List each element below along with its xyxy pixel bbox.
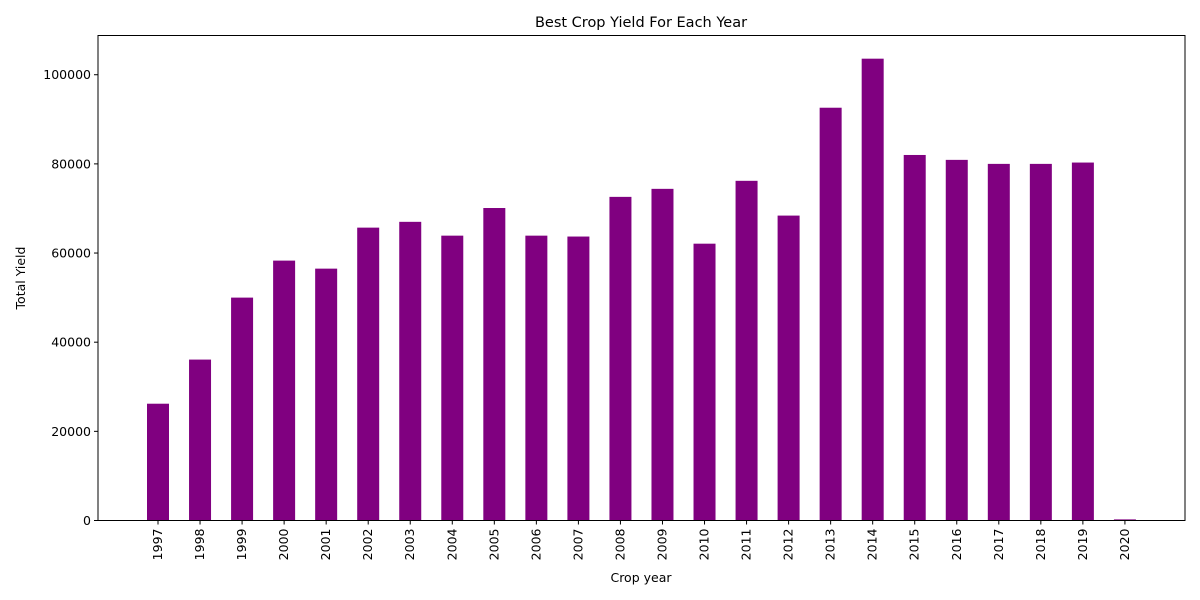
bars-group xyxy=(147,58,1136,521)
x-tick-label: 2016 xyxy=(949,528,964,560)
x-tick-label: 2000 xyxy=(276,528,291,560)
x-tick-label: 2009 xyxy=(654,528,669,560)
x-tick-label: 2019 xyxy=(1075,528,1090,560)
x-tick-label: 2018 xyxy=(1033,528,1048,560)
bar-2016 xyxy=(945,159,968,521)
x-tick-label: 1999 xyxy=(234,528,249,560)
x-tick-label: 2013 xyxy=(823,529,838,561)
x-tick-label: 2007 xyxy=(570,529,585,561)
bar-2001 xyxy=(315,268,338,521)
bar-2006 xyxy=(525,235,548,521)
x-tick-label: 2006 xyxy=(528,528,543,560)
bar-2019 xyxy=(1071,162,1094,521)
y-tick-label: 40000 xyxy=(51,335,91,350)
x-axis-label: Crop year xyxy=(610,570,672,585)
x-tick-label: 2005 xyxy=(486,529,501,561)
y-tick-label: 100000 xyxy=(43,67,91,82)
bar-2004 xyxy=(441,235,464,521)
x-tick-label: 2001 xyxy=(318,529,333,561)
x-tick-label: 2014 xyxy=(865,528,880,560)
x-tick-label: 2003 xyxy=(402,529,417,561)
chart-title: Best Crop Yield For Each Year xyxy=(535,15,747,31)
bar-2017 xyxy=(987,163,1010,521)
bar-2015 xyxy=(903,154,926,521)
bar-2010 xyxy=(693,243,716,521)
y-tick-label: 20000 xyxy=(51,424,91,439)
x-tick-label: 2012 xyxy=(781,529,796,561)
y-tick-label: 0 xyxy=(83,513,91,528)
bar-2000 xyxy=(273,260,296,521)
x-tick-label: 2015 xyxy=(907,529,922,561)
plot-frame xyxy=(97,35,1186,521)
bar-2007 xyxy=(567,236,590,521)
bar-2008 xyxy=(609,196,632,521)
y-axis-label: Total Yield xyxy=(13,247,28,311)
x-tick-label: 2011 xyxy=(739,529,754,561)
x-tick-label: 2020 xyxy=(1117,528,1132,560)
x-tick-label: 2008 xyxy=(612,528,627,560)
x-axis: 1997 1998 1999 2000 2001 2002 2003 2004 2005 2006… xyxy=(150,520,1132,561)
bar-2011 xyxy=(735,180,758,521)
bar-1998 xyxy=(189,359,212,521)
y-tick-label: 80000 xyxy=(51,156,91,171)
y-tick-label: 60000 xyxy=(51,246,91,261)
bar-2020 xyxy=(1113,519,1136,521)
bar-2002 xyxy=(357,227,380,521)
bar-2018 xyxy=(1029,163,1052,521)
bar-2009 xyxy=(651,188,674,521)
bar-2013 xyxy=(819,107,842,521)
bar-2014 xyxy=(861,58,884,521)
bar-2012 xyxy=(777,215,800,521)
x-tick-label: 2017 xyxy=(991,529,1006,561)
y-axis: 0 20000 40000 60000 80000 100000 xyxy=(43,67,98,528)
bar-1999 xyxy=(231,297,254,521)
bar-2003 xyxy=(399,221,422,521)
x-tick-label: 1997 xyxy=(150,529,165,561)
x-tick-label: 2010 xyxy=(697,528,712,560)
bar-2005 xyxy=(483,208,506,521)
x-tick-label: 2002 xyxy=(360,529,375,561)
x-tick-label: 2004 xyxy=(444,528,459,560)
x-tick-label: 1998 xyxy=(192,528,207,560)
bar-1997 xyxy=(147,403,169,521)
